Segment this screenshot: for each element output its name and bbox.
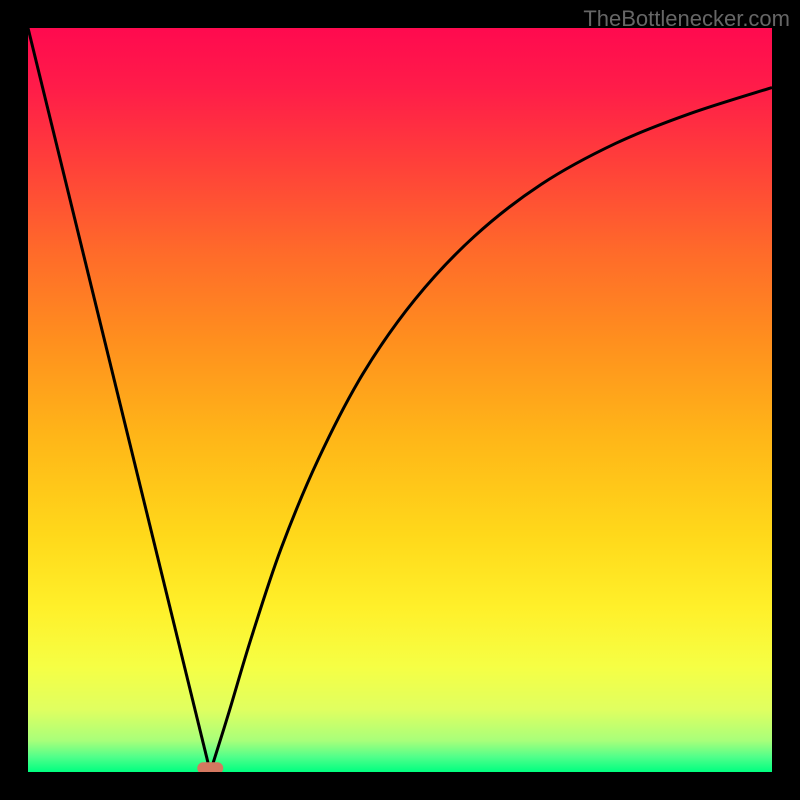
- plot-area: [28, 28, 772, 772]
- optimum-marker: [197, 762, 223, 772]
- outer-container: TheBottlenecker.com: [0, 0, 800, 800]
- right-branch-curve: [210, 88, 772, 772]
- left-branch-line: [28, 28, 210, 772]
- curve-svg: [28, 28, 772, 772]
- watermark-text: TheBottlenecker.com: [583, 6, 790, 32]
